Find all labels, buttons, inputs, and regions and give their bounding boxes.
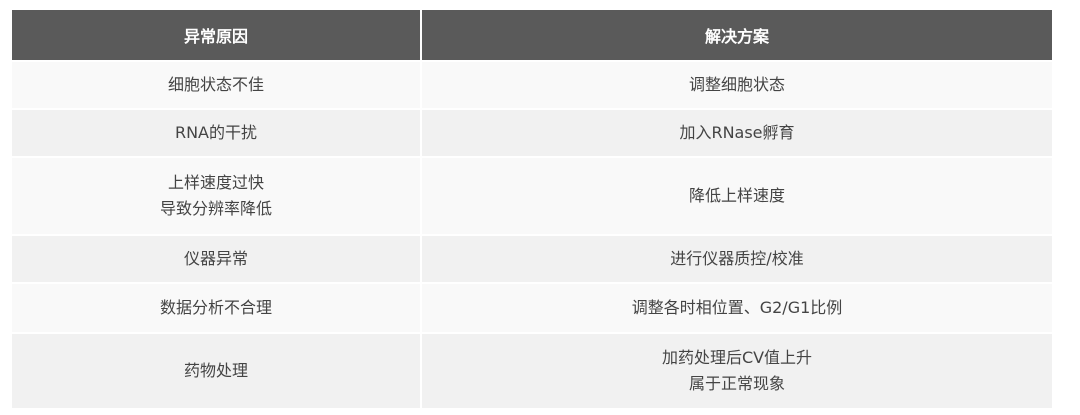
solution-line: 调整细胞状态 [688, 75, 785, 94]
solution-line: 降低上样速度 [688, 186, 785, 205]
header-cause: 异常原因 [12, 10, 422, 61]
table-row: RNA的干扰 加入RNase孵育 [12, 108, 1052, 157]
table-row: 药物处理 加药处理后CV值上升 属于正常现象 [12, 332, 1052, 408]
solution-line: 进行仪器质控/校准 [670, 249, 804, 268]
table-row: 上样速度过快 导致分辨率降低 降低上样速度 [12, 156, 1052, 235]
solution-line: 调整各时相位置、G2/G1比例 [631, 298, 843, 317]
solution-cell: 降低上样速度 [421, 156, 1052, 235]
cause-line: 细胞状态不佳 [167, 75, 264, 94]
solution-line: 加药处理后CV值上升 [661, 348, 813, 367]
cause-cell: 细胞状态不佳 [12, 60, 422, 109]
cause-cell: 上样速度过快 导致分辨率降低 [12, 156, 422, 235]
header-solution: 解决方案 [421, 10, 1052, 61]
solution-line: 属于正常现象 [688, 374, 785, 393]
cause-line: 导致分辨率降低 [159, 199, 272, 218]
solution-cell: 加入RNase孵育 [421, 108, 1052, 157]
cause-line: 仪器异常 [183, 249, 248, 268]
cause-cell: 药物处理 [12, 332, 422, 408]
cause-cell: 数据分析不合理 [12, 282, 422, 333]
cause-solution-table: 异常原因 解决方案 细胞状态不佳 调整细胞状态 RNA的干扰 加入RNase孵育上样速… [12, 10, 1052, 408]
solution-cell: 调整细胞状态 [421, 60, 1052, 109]
cause-line: 药物处理 [183, 361, 248, 380]
table-row: 细胞状态不佳 调整细胞状态 [12, 60, 1052, 109]
solution-cell: 加药处理后CV值上升 属于正常现象 [421, 332, 1052, 408]
cause-line: 数据分析不合理 [159, 298, 272, 317]
table-row: 数据分析不合理 调整各时相位置、G2/G1比例 [12, 282, 1052, 333]
cause-line: 上样速度过快 [167, 173, 264, 192]
cause-cell: 仪器异常 [12, 234, 422, 283]
table-row: 仪器异常 进行仪器质控/校准 [12, 234, 1052, 283]
solution-cell: 调整各时相位置、G2/G1比例 [421, 282, 1052, 333]
solution-cell: 进行仪器质控/校准 [421, 234, 1052, 283]
cause-cell: RNA的干扰 [12, 108, 422, 157]
cause-line: RNA的干扰 [174, 123, 258, 142]
solution-line: 加入RNase孵育 [679, 123, 795, 142]
header-row: 异常原因 解决方案 [12, 10, 1052, 61]
